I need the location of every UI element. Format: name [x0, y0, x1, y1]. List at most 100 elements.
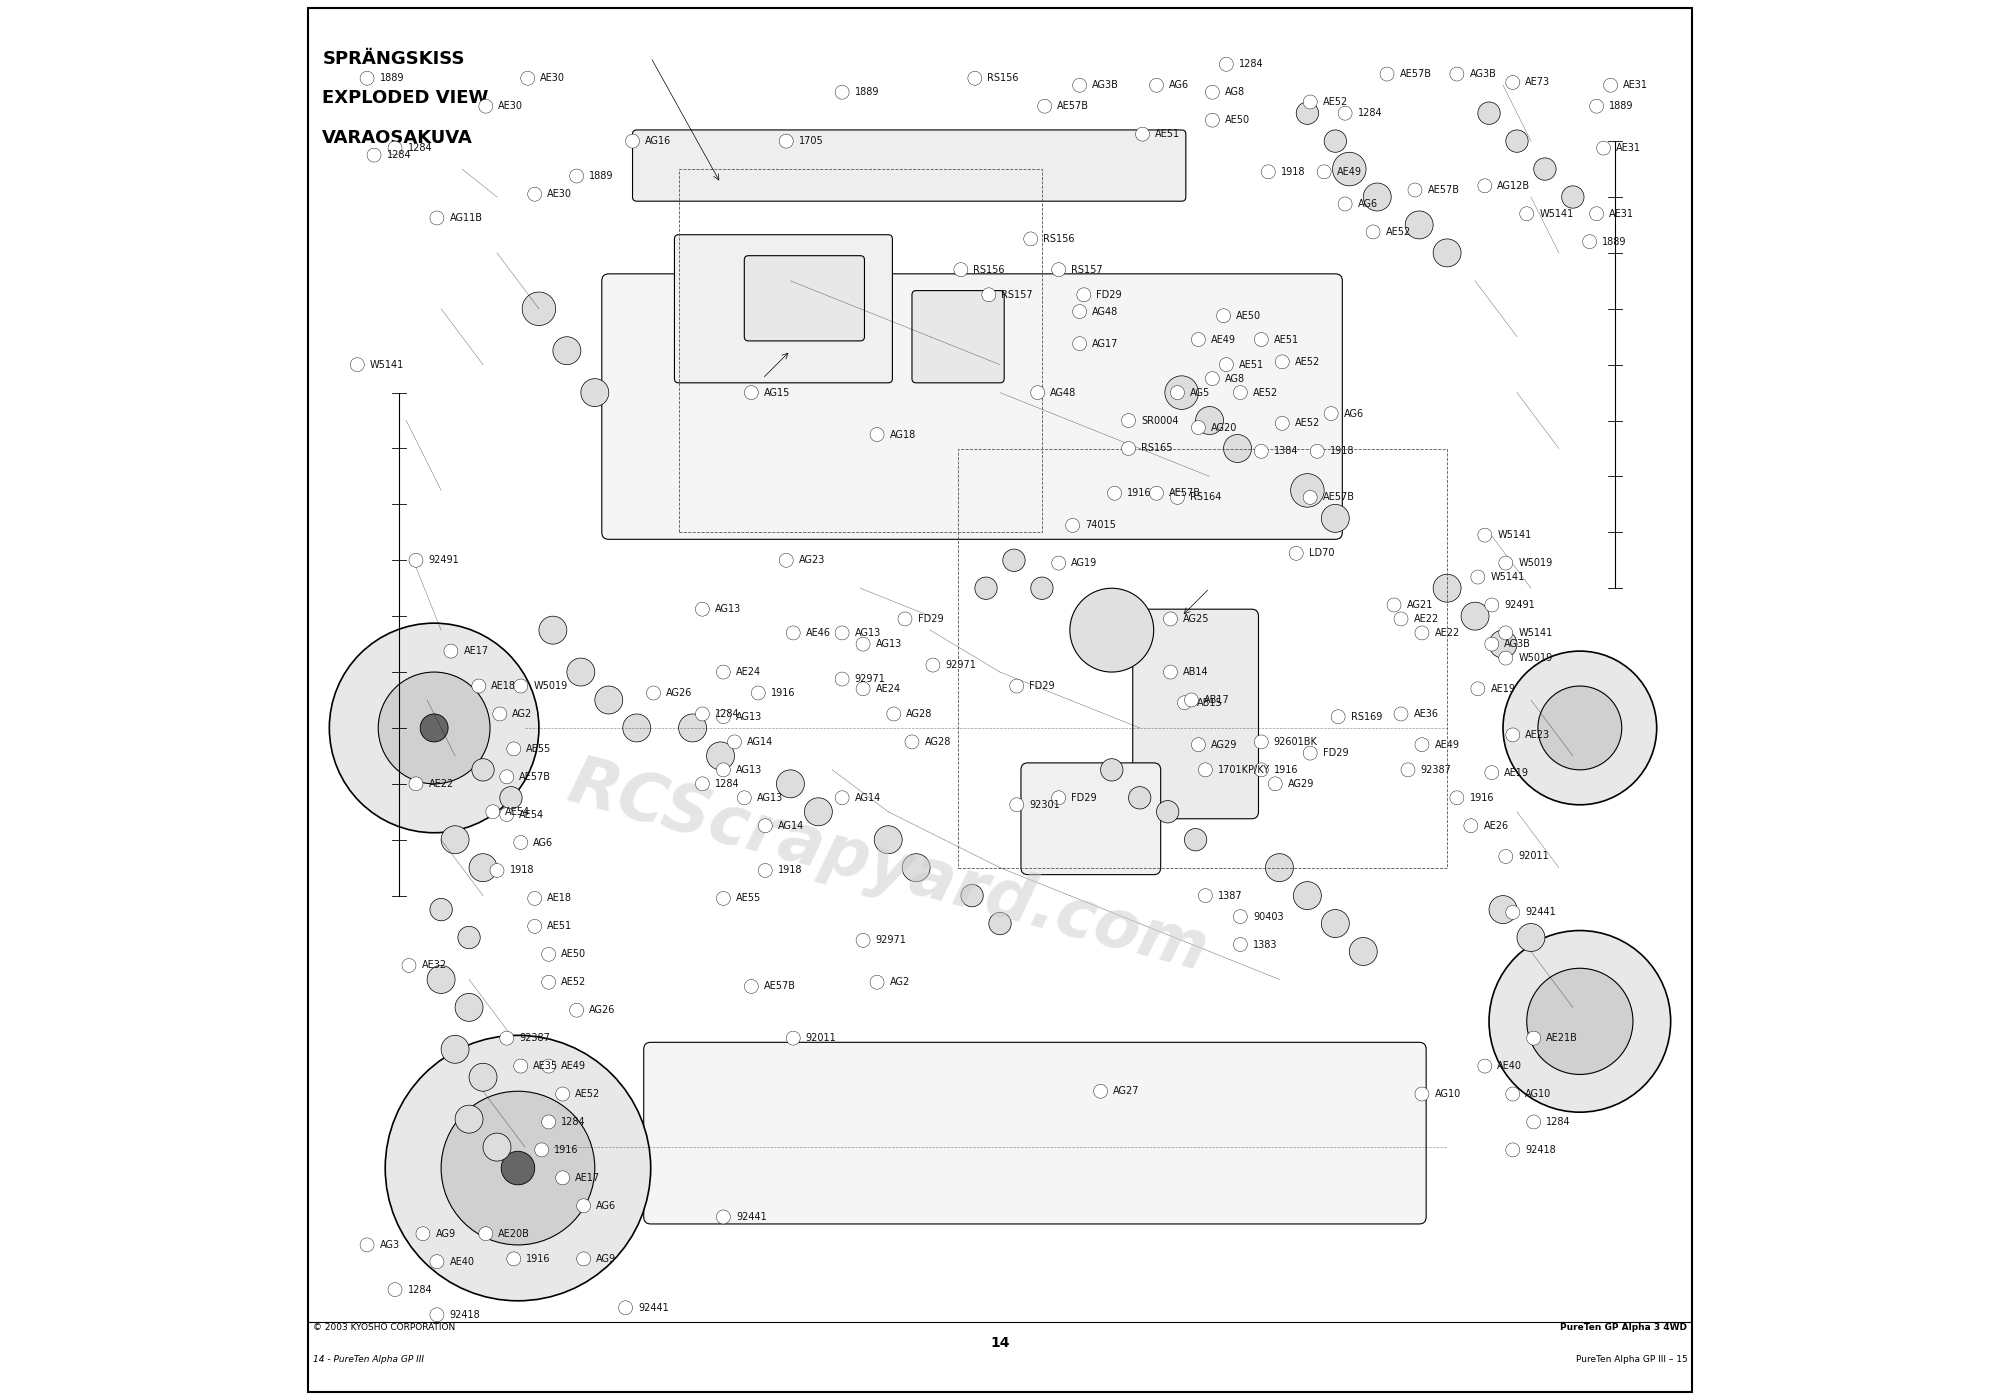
Text: AE55: AE55: [526, 743, 552, 755]
Text: AE46: AE46: [806, 629, 830, 638]
Text: AE52: AE52: [1294, 419, 1320, 428]
Circle shape: [870, 427, 884, 441]
Text: FD29: FD29: [1030, 680, 1054, 692]
Text: AE57B: AE57B: [520, 771, 552, 781]
Circle shape: [1164, 375, 1198, 409]
Text: AE54: AE54: [506, 806, 530, 816]
Text: AE52: AE52: [1252, 388, 1278, 398]
Circle shape: [902, 854, 930, 882]
Circle shape: [500, 808, 514, 822]
Circle shape: [1498, 850, 1512, 864]
Text: AG13: AG13: [736, 764, 762, 774]
Circle shape: [728, 735, 742, 749]
Circle shape: [954, 263, 968, 277]
Circle shape: [1506, 130, 1528, 153]
Circle shape: [1128, 787, 1150, 809]
Circle shape: [506, 1252, 520, 1266]
Text: AG26: AG26: [666, 687, 692, 699]
Circle shape: [1434, 574, 1462, 602]
Circle shape: [776, 770, 804, 798]
Circle shape: [1338, 106, 1352, 120]
Text: AG9: AG9: [436, 1229, 456, 1239]
Text: AE40: AE40: [1498, 1061, 1522, 1071]
Bar: [678, 169, 1042, 532]
Text: © 2003 KYOSHO CORPORATION: © 2003 KYOSHO CORPORATION: [312, 1323, 454, 1331]
Circle shape: [1030, 577, 1054, 599]
Text: 1916: 1916: [770, 687, 796, 699]
Circle shape: [678, 714, 706, 742]
Circle shape: [1504, 651, 1656, 805]
Circle shape: [1332, 710, 1346, 724]
Text: W5019: W5019: [1518, 652, 1552, 664]
Text: AE19: AE19: [1504, 767, 1530, 777]
Circle shape: [1498, 651, 1512, 665]
Text: 1918: 1918: [778, 865, 802, 875]
Circle shape: [1408, 183, 1422, 197]
Circle shape: [1406, 211, 1434, 239]
Text: AE51: AE51: [1156, 129, 1180, 139]
Text: FD29: FD29: [1322, 748, 1348, 757]
Circle shape: [1276, 354, 1290, 368]
Text: 92011: 92011: [1518, 851, 1550, 861]
Text: AG10: AG10: [1434, 1089, 1460, 1099]
Text: AE50: AE50: [1224, 115, 1250, 125]
Circle shape: [1268, 777, 1282, 791]
Circle shape: [1338, 197, 1352, 211]
Circle shape: [1254, 444, 1268, 458]
Text: RS164: RS164: [1190, 493, 1222, 503]
Circle shape: [520, 71, 534, 85]
Circle shape: [646, 686, 660, 700]
Text: AE18: AE18: [548, 893, 572, 903]
Text: PureTen Alpha GP III – 15: PureTen Alpha GP III – 15: [1576, 1355, 1688, 1364]
Text: W5141: W5141: [1540, 209, 1574, 218]
Circle shape: [836, 626, 850, 640]
Circle shape: [420, 714, 448, 742]
Text: AE57B: AE57B: [764, 981, 796, 991]
Text: AE35: AE35: [534, 1061, 558, 1071]
Text: AE30: AE30: [548, 189, 572, 199]
Circle shape: [1490, 630, 1516, 658]
Circle shape: [534, 1142, 548, 1156]
Circle shape: [542, 976, 556, 990]
Circle shape: [1100, 759, 1122, 781]
Text: 92971: 92971: [876, 935, 906, 945]
Circle shape: [1388, 598, 1402, 612]
Text: AG3B: AG3B: [1504, 640, 1532, 650]
Circle shape: [780, 134, 794, 148]
Text: AE20B: AE20B: [498, 1229, 530, 1239]
Circle shape: [430, 211, 444, 225]
Circle shape: [1490, 931, 1670, 1112]
Circle shape: [856, 682, 870, 696]
Circle shape: [1192, 333, 1206, 347]
Text: AG8: AG8: [1224, 374, 1246, 384]
Circle shape: [1170, 490, 1184, 504]
Circle shape: [1196, 406, 1224, 434]
Circle shape: [1366, 225, 1380, 239]
Circle shape: [1470, 570, 1484, 584]
Circle shape: [1596, 141, 1610, 155]
Circle shape: [576, 1198, 590, 1212]
Circle shape: [330, 623, 538, 833]
Text: 1284: 1284: [1238, 59, 1264, 69]
Text: 90403: 90403: [1252, 911, 1284, 921]
Text: AG3: AG3: [380, 1240, 400, 1250]
Circle shape: [1506, 1086, 1520, 1100]
Circle shape: [470, 1063, 498, 1091]
Circle shape: [1198, 889, 1212, 903]
Circle shape: [1206, 113, 1220, 127]
Text: AB14: AB14: [1184, 666, 1208, 678]
Circle shape: [528, 920, 542, 934]
Text: 1916: 1916: [1470, 792, 1494, 802]
Text: FD29: FD29: [1096, 290, 1122, 300]
Circle shape: [1506, 1142, 1520, 1156]
Text: 1918: 1918: [510, 865, 534, 875]
Text: AE30: AE30: [498, 101, 524, 111]
Text: RCScrapyard.com: RCScrapyard.com: [560, 750, 1216, 986]
Text: AG48: AG48: [1092, 307, 1118, 316]
Circle shape: [408, 777, 422, 791]
Circle shape: [556, 1086, 570, 1100]
Text: 92418: 92418: [450, 1310, 480, 1320]
Circle shape: [1002, 549, 1026, 571]
FancyBboxPatch shape: [1132, 609, 1258, 819]
Text: AE49: AE49: [1434, 739, 1460, 750]
